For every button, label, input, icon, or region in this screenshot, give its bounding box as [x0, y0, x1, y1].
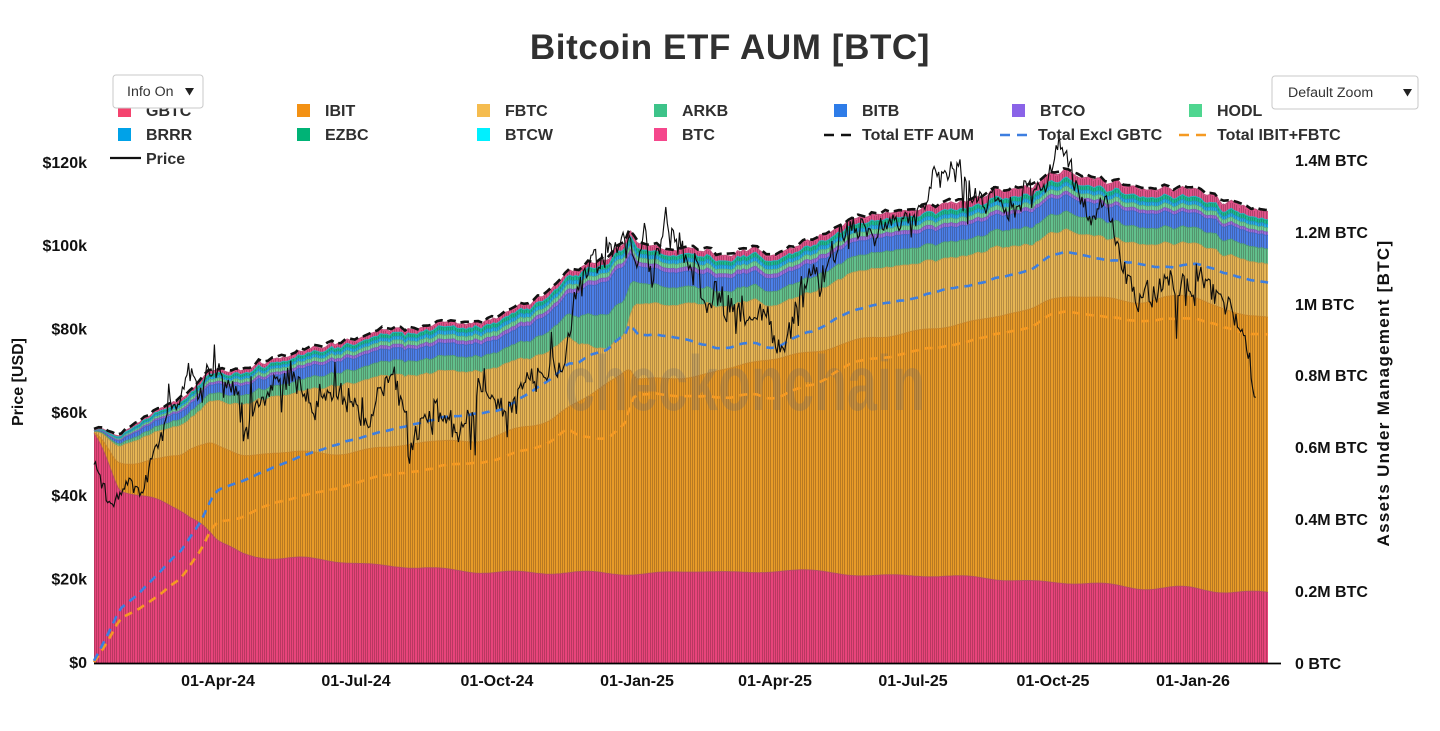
svg-text:Total Excl GBTC: Total Excl GBTC	[1038, 127, 1163, 144]
svg-text:01-Oct-24: 01-Oct-24	[461, 673, 534, 690]
svg-text:01-Apr-24: 01-Apr-24	[181, 673, 255, 690]
svg-text:Assets Under Management [BTC]: Assets Under Management [BTC]	[1374, 240, 1393, 547]
svg-text:Info On: Info On	[127, 84, 174, 100]
svg-text:HODL: HODL	[1217, 103, 1263, 120]
svg-text:1.4M BTC: 1.4M BTC	[1295, 153, 1368, 170]
svg-text:01-Jul-25: 01-Jul-25	[878, 673, 947, 690]
svg-text:$0: $0	[69, 655, 87, 672]
svg-text:$40k: $40k	[51, 488, 87, 505]
svg-text:0.8M BTC: 0.8M BTC	[1295, 368, 1368, 385]
svg-text:ARKB: ARKB	[682, 103, 728, 120]
svg-text:BITB: BITB	[862, 103, 899, 120]
svg-text:01-Apr-25: 01-Apr-25	[738, 673, 812, 690]
svg-text:0 BTC: 0 BTC	[1295, 656, 1342, 673]
svg-text:1M BTC: 1M BTC	[1295, 297, 1355, 314]
svg-text:BTCO: BTCO	[1040, 103, 1085, 120]
svg-text:BRRR: BRRR	[146, 127, 193, 144]
svg-text:Default Zoom: Default Zoom	[1288, 85, 1373, 101]
svg-text:BTCW: BTCW	[505, 127, 554, 144]
svg-text:Price: Price	[146, 151, 185, 168]
svg-text:0.2M BTC: 0.2M BTC	[1295, 584, 1368, 601]
svg-text:Total IBIT+FBTC: Total IBIT+FBTC	[1217, 127, 1341, 144]
svg-text:Bitcoin ETF AUM [BTC]: Bitcoin ETF AUM [BTC]	[530, 28, 930, 67]
svg-text:checkonchain: checkonchain	[565, 339, 925, 427]
svg-text:01-Jan-25: 01-Jan-25	[600, 673, 674, 690]
svg-text:Price [USD]: Price [USD]	[10, 338, 27, 426]
svg-text:01-Oct-25: 01-Oct-25	[1017, 673, 1090, 690]
svg-text:BTC: BTC	[682, 127, 715, 144]
svg-text:$120k: $120k	[43, 155, 88, 172]
svg-text:EZBC: EZBC	[325, 127, 369, 144]
svg-text:$60k: $60k	[51, 405, 87, 422]
svg-text:IBIT: IBIT	[325, 103, 355, 120]
svg-text:1.2M BTC: 1.2M BTC	[1295, 225, 1368, 242]
svg-text:$80k: $80k	[51, 322, 87, 339]
svg-text:FBTC: FBTC	[505, 103, 548, 120]
svg-text:$100k: $100k	[43, 238, 88, 255]
svg-text:0.4M BTC: 0.4M BTC	[1295, 512, 1368, 529]
svg-text:Total ETF AUM: Total ETF AUM	[862, 127, 974, 144]
svg-text:0.6M BTC: 0.6M BTC	[1295, 440, 1368, 457]
svg-text:01-Jan-26: 01-Jan-26	[1156, 673, 1230, 690]
svg-text:01-Jul-24: 01-Jul-24	[321, 673, 390, 690]
svg-text:$20k: $20k	[51, 572, 87, 589]
